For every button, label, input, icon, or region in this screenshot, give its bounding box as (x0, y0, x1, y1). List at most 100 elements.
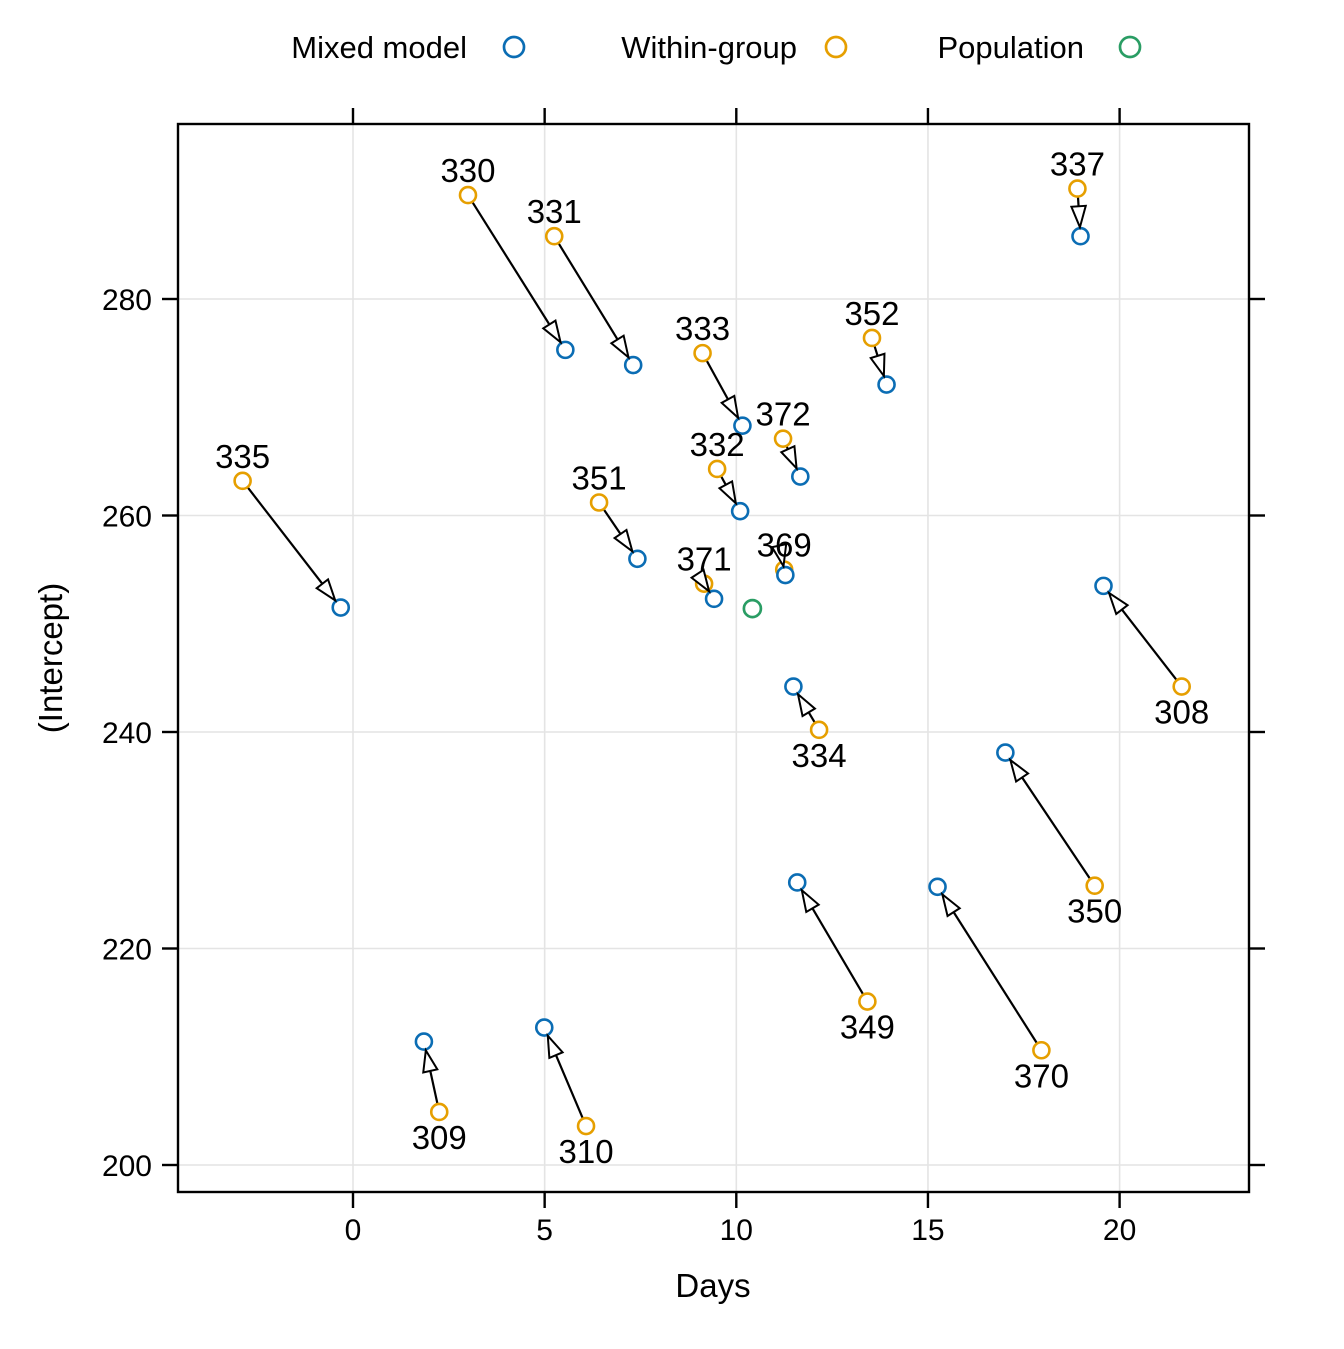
subject-331-within-point (544, 226, 564, 246)
x-tick-label: 15 (911, 1214, 944, 1247)
subject-330-arrowhead-icon (541, 319, 563, 345)
subject-333-label: 333 (675, 310, 730, 347)
subject-352-label: 352 (844, 295, 899, 332)
subject-337-arrowhead-icon (1069, 204, 1088, 231)
subject-351-arrowhead-icon (612, 528, 635, 554)
subject-310-arrowhead-icon (546, 1032, 565, 1060)
x-tick-label: 5 (536, 1214, 553, 1247)
subject-333-mixed-point (733, 416, 752, 435)
subject-351-mixed-point (628, 549, 647, 569)
subject-332-mixed-point (730, 501, 750, 521)
subject-350-label: 350 (1067, 893, 1122, 930)
subject-331-label: 331 (527, 193, 582, 230)
subject-350-arrowhead-icon (1008, 757, 1030, 784)
subject-330-within-point (458, 185, 478, 205)
subject-332-label: 332 (690, 426, 745, 463)
mixed-legend-marker-icon (502, 35, 526, 59)
axes: 0 5 10 15 20 200 220 240 260 280 (102, 108, 1265, 1247)
subject-330-arrow-line (467, 194, 562, 343)
subject-308-within-point (1172, 677, 1191, 696)
subject-370-label: 370 (1014, 1057, 1069, 1094)
x-tick-label: 10 (720, 1214, 753, 1247)
legend-item-mixed: Mixed model (291, 30, 526, 65)
x-axis-title: Days (675, 1267, 750, 1304)
subject-333-arrowhead-icon (719, 394, 740, 421)
y-tick-label: 220 (102, 934, 152, 967)
subject-331-arrowhead-icon (609, 334, 631, 360)
y-tick-label: 280 (102, 284, 152, 317)
subject-350-within-point (1085, 876, 1104, 896)
subject-334-arrowhead-icon (796, 691, 817, 718)
subject-371-label: 371 (677, 541, 732, 578)
subject-351-within-point (589, 493, 609, 512)
subject-332-within-point (707, 459, 727, 479)
subject-369-arrowhead-icon (770, 542, 788, 570)
subject-372-label: 372 (756, 396, 811, 433)
x-tick-label: 0 (345, 1214, 362, 1247)
subject-335-arrow-line (241, 480, 337, 602)
subject-369-label: 369 (757, 527, 812, 564)
subject-334-mixed-point (784, 677, 803, 696)
subject-335-mixed-point (331, 598, 351, 617)
legend-item-within: Within-group (621, 30, 848, 65)
subject-335-label: 335 (215, 438, 270, 475)
subject-371-arrowhead-icon (689, 568, 711, 594)
subject-349-within-point (858, 992, 877, 1011)
y-tick-label: 240 (102, 717, 152, 750)
subject-335-arrowhead-icon (314, 577, 338, 603)
subject-370-arrowhead-icon (940, 891, 962, 918)
subject-330-mixed-point (556, 340, 575, 360)
subject-335-within-point (233, 471, 252, 491)
subject-333-within-point (693, 343, 712, 363)
subject-370-mixed-point (928, 877, 947, 897)
subject-309-arrowhead-icon (422, 1047, 439, 1074)
subject-337-mixed-point (1071, 226, 1090, 246)
x-tick-label: 20 (1103, 1214, 1136, 1247)
subject-350-mixed-point (996, 743, 1015, 762)
subject-332-arrowhead-icon (717, 479, 738, 506)
subject-349-label: 349 (840, 1009, 895, 1046)
subject-352-mixed-point (877, 375, 896, 394)
subject-331-arrow-line (553, 235, 630, 358)
subject-labels: 330 331 337 352 333 372 332 335 351 371 369 308 334 3… (215, 146, 1209, 1170)
subject-352-arrowhead-icon (869, 352, 886, 379)
within-legend-marker-icon (824, 35, 848, 59)
subject-372-arrowhead-icon (779, 444, 798, 472)
subject-350-arrow-line (1009, 759, 1096, 887)
subject-370-within-point (1032, 1040, 1051, 1060)
legend-label-population: Population (937, 30, 1084, 65)
subject-369-mixed-point (776, 565, 795, 585)
subject-309-within-point (429, 1102, 449, 1122)
plot-frame (176, 122, 1251, 1194)
subject-371-mixed-point (704, 589, 724, 609)
y-axis-title: (Intercept) (32, 583, 69, 733)
population-point (742, 598, 763, 619)
subject-310-label: 310 (559, 1133, 614, 1170)
subject-308-label: 308 (1154, 694, 1209, 731)
arrowheads (314, 204, 1130, 1074)
subject-351-label: 351 (572, 460, 627, 497)
subject-337-label: 337 (1050, 146, 1105, 183)
subject-372-mixed-point (791, 467, 810, 486)
subject-334-within-point (809, 720, 829, 740)
subject-309-mixed-point (414, 1032, 434, 1051)
subject-370-arrow-line (941, 893, 1043, 1051)
legend: Mixed model Within-group Population (291, 30, 1142, 65)
legend-item-population: Population (937, 30, 1142, 65)
y-tick-label: 260 (102, 501, 152, 534)
legend-label-within: Within-group (621, 30, 797, 65)
subject-310-mixed-point (534, 1018, 554, 1037)
subject-308-mixed-point (1094, 576, 1113, 596)
subject-330-label: 330 (440, 152, 495, 189)
subject-337-within-point (1068, 179, 1087, 198)
population-legend-marker-icon (1118, 35, 1142, 59)
subject-331-mixed-point (623, 355, 643, 375)
data-points (233, 179, 1191, 1136)
subject-334-label: 334 (792, 737, 847, 774)
y-tick-label: 200 (102, 1150, 152, 1183)
legend-label-mixed: Mixed model (291, 30, 467, 65)
gridlines (178, 124, 1249, 1192)
subject-349-arrowhead-icon (800, 887, 821, 914)
subject-372-within-point (773, 429, 793, 448)
